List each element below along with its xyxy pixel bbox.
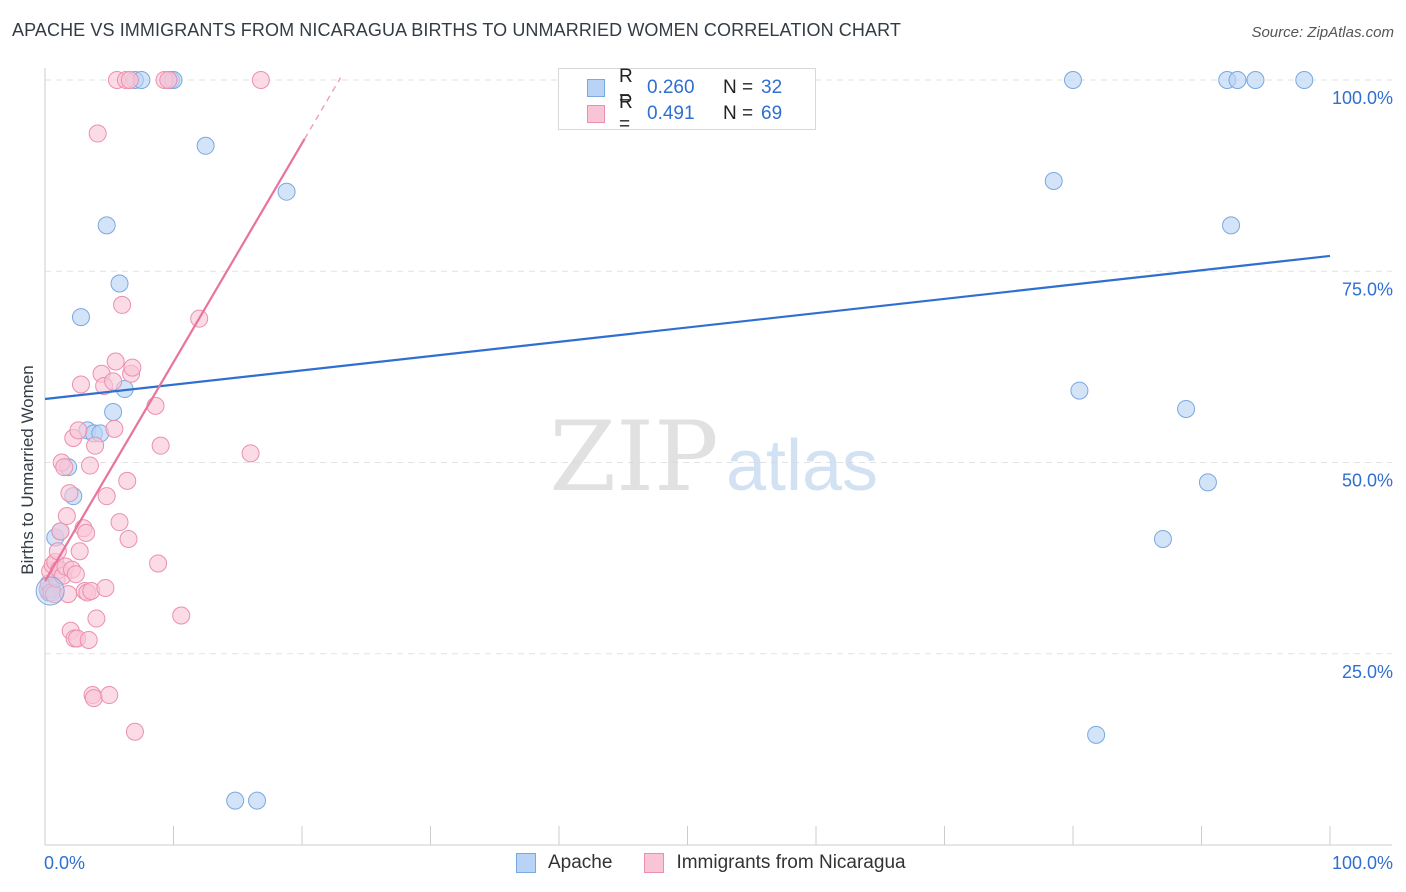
nicaragua-legend-swatch	[644, 853, 665, 873]
x-tick-label-min: 0.0%	[44, 853, 85, 873]
nicaragua-point	[66, 565, 85, 584]
nicaragua-point	[71, 375, 90, 394]
apache-cluster-point	[35, 576, 65, 606]
watermark-zip: ZIP	[549, 401, 718, 513]
apache-point	[1246, 71, 1265, 89]
nicaragua-point	[241, 444, 260, 463]
y-tick-label: 50.0%	[1342, 471, 1393, 491]
nicaragua-trend-extension	[303, 77, 342, 140]
apache-trend-line	[44, 254, 1331, 401]
nicaragua-point	[151, 436, 170, 455]
nicaragua-point	[119, 530, 138, 548]
apache-swatch	[587, 79, 605, 97]
r-label: R =	[619, 66, 633, 109]
apache-point	[1153, 530, 1172, 548]
apache-point	[1295, 71, 1314, 89]
apache-r-value: 0.260	[647, 77, 695, 98]
nicaragua-point	[60, 484, 79, 503]
legend-item-nicaragua[interactable]: Immigrants from Nicaragua	[644, 852, 906, 874]
nicaragua-point	[70, 542, 89, 561]
axis-layer	[44, 68, 1392, 846]
nicaragua-point	[51, 522, 70, 541]
nicaragua-trend-line	[44, 138, 306, 582]
nicaragua-point	[125, 722, 144, 741]
x-tick-label-max: 100.0%	[1332, 853, 1393, 873]
nicaragua-point	[172, 606, 191, 625]
trend-layer	[44, 77, 1331, 582]
y-tick-label: 75.0%	[1342, 279, 1393, 299]
r-label: R =	[619, 92, 633, 135]
apache-legend-swatch	[516, 853, 536, 873]
nicaragua-point	[118, 471, 137, 490]
nicaragua-point	[251, 71, 270, 89]
apache-point	[1228, 71, 1247, 89]
chart-title: APACHE VS IMMIGRANTS FROM NICARAGUA BIRT…	[12, 20, 901, 40]
legend-row-nicaragua: R = 0.491 N = 69	[587, 92, 783, 135]
n-label: N =	[723, 77, 754, 98]
nicaragua-point	[149, 554, 168, 573]
n-label: N =	[723, 103, 754, 124]
nicaragua-n-value: 69	[761, 103, 783, 124]
apache-point	[1177, 399, 1196, 418]
apache-legend-label: Apache	[548, 852, 613, 873]
nicaragua-point	[104, 372, 123, 391]
legend-row-apache: R = 0.260 N = 32	[587, 66, 783, 109]
apache-point	[104, 403, 123, 422]
nicaragua-point	[84, 689, 103, 708]
nicaragua-point	[120, 71, 139, 89]
apache-point	[97, 216, 116, 235]
apache-point	[1087, 725, 1106, 744]
apache-point	[71, 308, 90, 327]
grid-layer	[45, 79, 1392, 655]
nicaragua-point	[87, 609, 106, 628]
nicaragua-point	[97, 487, 116, 506]
tick-label-layer: 25.0% 50.0% 75.0% 100.0% 0.0% 100.0%	[44, 88, 1393, 873]
nicaragua-point	[113, 295, 132, 314]
watermark-atlas: atlas	[726, 426, 878, 506]
y-tick-label: 25.0%	[1342, 662, 1393, 682]
nicaragua-point	[159, 71, 178, 89]
nicaragua-point	[79, 630, 98, 649]
nicaragua-point	[123, 358, 142, 377]
apache-point	[226, 791, 245, 810]
nicaragua-point	[96, 578, 115, 597]
nicaragua-point	[57, 507, 76, 526]
legend-item-apache[interactable]: Apache	[516, 852, 612, 874]
apache-n-value: 32	[761, 77, 783, 98]
nicaragua-point	[110, 513, 129, 532]
nicaragua-swatch	[587, 105, 605, 123]
nicaragua-point	[69, 421, 88, 440]
correlation-legend: R = 0.260 N = 32 R = 0.491 N = 69	[558, 66, 816, 135]
nicaragua-point	[55, 458, 74, 477]
source-credit: Source: ZipAtlas.com	[1251, 24, 1394, 41]
nicaragua-point	[105, 419, 124, 438]
apache-point	[277, 182, 296, 201]
nicaragua-point	[86, 436, 105, 455]
apache-point	[110, 274, 129, 293]
apache-point	[1064, 71, 1082, 89]
nicaragua-point	[146, 396, 165, 415]
nicaragua-point	[77, 523, 96, 542]
y-tick-label: 100.0%	[1332, 88, 1393, 108]
nicaragua-point	[80, 456, 99, 475]
apache-point	[1044, 171, 1063, 190]
apache-point	[196, 136, 215, 155]
apache-point	[248, 791, 267, 810]
nicaragua-r-value: 0.491	[647, 103, 695, 124]
nicaragua-point	[100, 686, 119, 705]
nicaragua-point	[88, 124, 107, 143]
nicaragua-legend-label: Immigrants from Nicaragua	[676, 852, 906, 873]
apache-point	[1222, 216, 1241, 235]
apache-point	[1198, 473, 1217, 492]
nicaragua-point	[106, 352, 125, 371]
watermark: ZIP atlas	[549, 401, 878, 513]
series-legend: Apache Immigrants from Nicaragua	[516, 852, 938, 874]
apache-point	[1070, 381, 1089, 400]
